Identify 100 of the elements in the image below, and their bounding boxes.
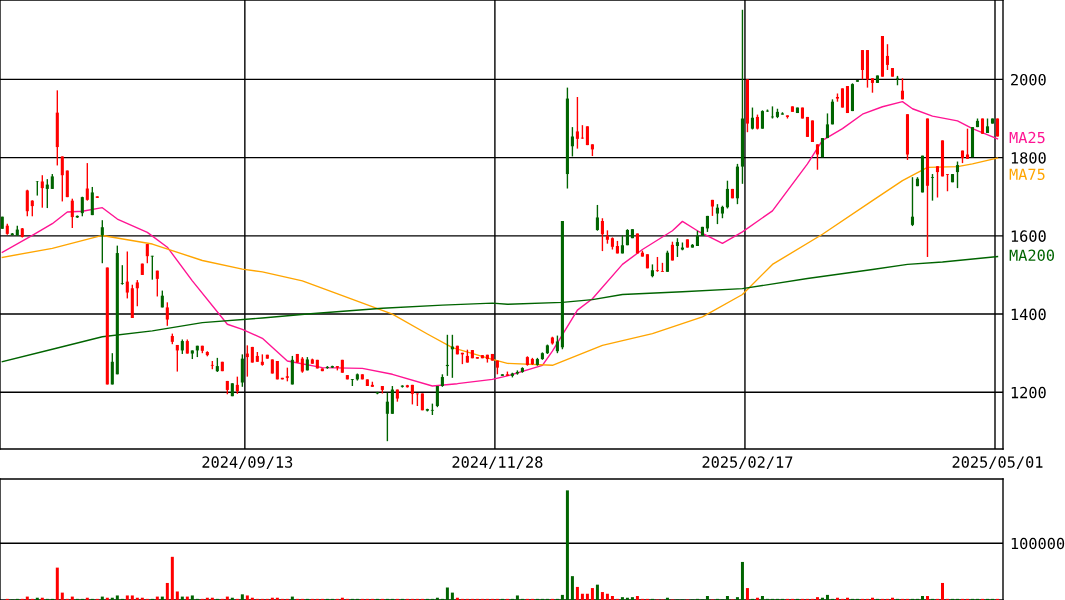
candlestick [830,98,835,126]
bar [925,596,929,600]
candlestick [110,352,114,386]
bar [175,591,179,600]
candlestick [40,174,44,209]
candlestick [885,43,890,71]
bar [560,594,564,600]
bar [740,561,744,600]
bar [600,592,604,600]
candlestick [570,126,574,158]
bar [290,596,294,600]
bar [940,582,944,600]
candlestick [715,203,719,225]
candlestick [90,186,94,216]
candlestick [385,391,389,442]
bar [185,596,189,600]
candlestick [675,237,679,258]
bar [605,593,609,600]
bar [55,567,59,600]
bar [245,595,249,600]
candlestick [725,180,729,210]
candlestick [135,279,139,307]
candlestick [85,162,89,202]
bar [635,596,639,600]
candlestick [955,160,960,189]
bar [115,595,119,600]
bar [570,576,574,600]
x-tick-label: 2025/05/01 [952,456,1043,470]
y-tick-label: 1400 [1011,308,1046,321]
bar [130,595,134,600]
bar [630,597,634,600]
bar [240,594,244,600]
bar [190,595,194,600]
candlestick [600,217,604,252]
candlestick [860,49,865,81]
bar [620,597,624,600]
candlestick [60,155,64,203]
series-label: MA75 [1009,168,1045,181]
line-series [1,157,999,366]
bar [170,556,174,600]
candlestick [760,109,764,130]
candlestick [810,119,815,143]
candlestick [25,188,29,217]
bar [725,596,729,600]
candlestick [145,243,149,264]
bar [100,596,104,600]
bar [760,596,764,600]
candlestick [665,250,669,273]
x-tick-label: 2024/09/13 [202,456,293,470]
candlestick [435,385,439,408]
candlestick [150,255,154,281]
series-label: MA200 [1009,249,1055,262]
bar [25,596,29,600]
bar [160,596,164,600]
candlestick [120,264,124,286]
bar [825,594,829,600]
bar [745,588,749,600]
bar [920,596,924,600]
candlestick [125,250,129,300]
bar [575,586,579,600]
candlestick [825,112,830,139]
candlestick [165,301,169,327]
bar [815,597,819,600]
candlestick [155,269,159,298]
bar [165,582,169,600]
candlestick [595,204,599,232]
bar [155,596,159,600]
bar [60,592,64,600]
bar [445,587,449,600]
candlestick [575,96,579,150]
candlestick [815,143,820,171]
y-tick-label: 1200 [1011,386,1046,399]
bar [735,597,739,600]
bar [515,595,519,600]
candlestick [70,197,74,229]
bar [610,596,614,600]
bar [590,588,594,600]
y-tick-label: 1600 [1011,230,1046,242]
y-tick-label: 1800 [1011,152,1046,164]
bar [70,596,74,600]
bar [450,592,454,600]
bar [595,584,599,600]
y-tick-label: 2000 [1011,73,1046,86]
bar [585,593,589,600]
bar [580,593,584,600]
bar [125,595,129,600]
series-label: MA25 [1009,131,1045,144]
candlestick [930,173,935,202]
y-tick-label: 100000 [1011,537,1065,550]
candlestick [910,176,915,227]
bar [180,596,184,600]
candlestick [45,178,49,209]
candlestick [240,353,244,388]
candlestick [840,87,845,109]
bar [705,596,709,600]
bar [565,490,569,600]
candlestick [965,127,970,160]
bar [225,596,229,600]
candlestick [935,165,940,199]
candlestick [100,219,104,264]
